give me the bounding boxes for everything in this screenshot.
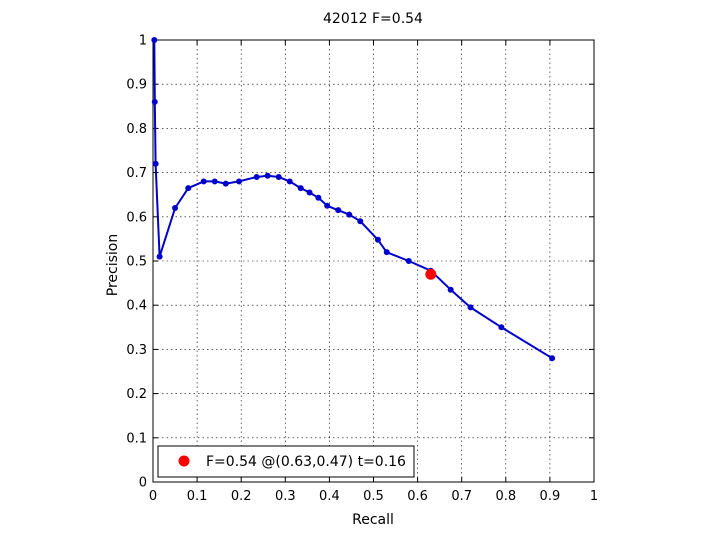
y-tick-label: 0 [139,476,147,491]
legend-box [157,445,415,478]
y-tick-label: 0.7 [126,166,147,181]
data-point [374,236,381,243]
data-point [357,218,364,225]
data-point [324,202,331,209]
y-tick-label: 0.4 [126,299,147,314]
y-tick-label: 1 [139,34,147,49]
data-point [152,160,159,167]
data-point [253,174,260,181]
x-tick-label: 0.5 [363,489,384,504]
x-tick-label: 0.6 [407,489,428,504]
data-point [222,180,229,187]
data-point [172,204,179,211]
data-point [498,324,505,331]
data-point [306,189,313,196]
data-point [151,37,158,43]
legend-entry: F=0.54 @(0.63,0.47) t=0.16 [206,454,406,470]
highlight-group [425,268,437,280]
data-point [235,178,242,185]
axis-ticks: 0 0.1 0.2 0.3 0.4 0.5 0.6 0.7 0.8 0.9 1 0 0.1 0.2 0.3 0… [126,34,598,505]
y-tick-label: 0.6 [126,210,147,225]
legend-marker [178,455,190,467]
x-tick-label: 0.1 [187,489,208,504]
x-tick-label: 0.2 [231,489,252,504]
data-point [286,178,293,185]
grid [153,40,594,482]
data-point [156,253,163,260]
series-group [151,37,556,362]
data-point [335,207,342,214]
data-point [315,194,322,201]
y-tick-label: 0.3 [126,343,147,358]
chart-title: 42012 F=0.54 [323,11,423,27]
y-tick-label: 0.5 [126,255,147,270]
data-point [549,355,556,362]
y-tick-label: 0.2 [126,387,147,402]
data-point [151,98,158,105]
data-point [200,178,207,185]
best-f-point [425,268,437,280]
data-point [467,304,474,311]
x-tick-label: 0.8 [495,489,516,504]
data-point [211,178,218,185]
x-tick-label: 0 [149,489,157,504]
legend: F=0.54 @(0.63,0.47) t=0.16 [157,445,415,478]
y-tick-label: 0.9 [126,78,147,93]
data-point [447,286,454,293]
data-point [297,185,304,192]
data-point [275,174,282,181]
x-tick-label: 0.7 [451,489,472,504]
y-tick-label: 0.8 [126,122,147,137]
x-tick-label: 0.4 [319,489,340,504]
x-axis-label: Recall [352,512,394,528]
y-tick-label: 0.1 [126,431,147,446]
data-point [346,211,353,218]
y-axis-label: Precision [105,234,121,296]
data-point [383,249,390,256]
data-point [264,172,271,179]
data-point [405,258,412,264]
x-tick-label: 0.3 [275,489,296,504]
x-tick-label: 1 [590,489,598,504]
data-point [185,185,192,192]
x-tick-label: 0.9 [540,489,561,504]
